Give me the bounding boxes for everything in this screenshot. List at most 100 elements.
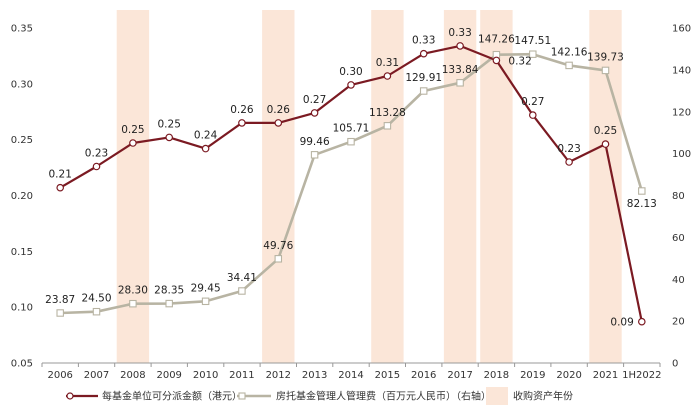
distribution-data-label: 0.25 (121, 124, 144, 136)
left-axis-tick: 0.35 (11, 24, 33, 35)
left-axis: 0.05 0.10 0.15 0.20 0.25 0.30 0.35 (11, 24, 33, 370)
x-axis-tick: 2008 (120, 370, 145, 381)
legend-distribution-marker (66, 392, 74, 400)
distribution-data-label: 0.23 (557, 143, 580, 155)
legend-highlight-swatch (486, 387, 508, 405)
x-axis-tick: 2016 (411, 370, 436, 381)
right-axis-tick: 40 (672, 275, 685, 286)
distribution-data-label: 0.30 (339, 66, 362, 78)
x-axis-tick: 2012 (266, 370, 291, 381)
fee-data-label: 28.30 (118, 285, 148, 297)
right-axis-tick: 80 (672, 191, 685, 202)
right-axis-tick: 20 (672, 317, 685, 328)
fee-data-label: 82.13 (627, 198, 657, 210)
fee-marker (165, 299, 173, 308)
x-axis-tick: 1H2022 (622, 370, 661, 381)
fee-data-label: 24.50 (81, 293, 111, 305)
legend-distribution-label: 每基金单位可分派金额（港元） (102, 390, 242, 403)
distribution-marker (310, 109, 319, 117)
x-axis-tick: 2014 (338, 370, 363, 381)
distribution-marker (165, 133, 174, 142)
distribution-marker (456, 42, 464, 50)
distribution-data-label: 0.31 (376, 57, 399, 69)
distribution-marker (129, 139, 137, 147)
legend-highlight-label: 收购资产年份 (513, 390, 573, 403)
distribution-marker (601, 140, 610, 148)
distribution-marker (492, 56, 501, 65)
fee-marker (92, 307, 101, 316)
highlight-bands (116, 10, 622, 363)
distribution-data-label: 0.24 (194, 130, 218, 142)
fee-marker (310, 151, 319, 159)
right-axis-tick: 60 (672, 233, 685, 244)
distribution-data-label: 0.09 (610, 317, 633, 329)
series-markers (56, 42, 646, 326)
distribution-data-label: 0.33 (412, 35, 435, 47)
x-axis-tick: 2015 (375, 370, 400, 381)
fee-data-label: 147.51 (514, 35, 551, 47)
distribution-data-label: 0.27 (303, 94, 326, 106)
highlight-band-2018 (480, 10, 513, 363)
fee-data-label: 142.16 (551, 46, 588, 58)
fee-data-label: 29.45 (191, 282, 221, 294)
left-axis-tick: 0.25 (11, 135, 33, 146)
distribution-data-label: 0.32 (508, 55, 531, 67)
distribution-marker (238, 119, 246, 127)
x-axis-tick: 2007 (84, 370, 109, 381)
fee-data-label: 139.73 (587, 51, 624, 63)
legend-fee-marker (238, 392, 246, 400)
legend-fee-label: 房托基金管理人管理费（百万元人民币）（右轴） (276, 390, 491, 403)
fee-data-label: 129.91 (405, 72, 442, 84)
x-axis-tick: 2021 (593, 370, 618, 381)
fee-marker (347, 137, 355, 146)
left-axis-tick: 0.05 (11, 359, 33, 370)
fee-data-label: 147.26 (478, 34, 515, 46)
highlight-band-2008 (116, 10, 150, 363)
left-axis-tick: 0.15 (11, 247, 33, 258)
distribution-data-label: 0.25 (594, 125, 617, 137)
distribution-marker (92, 162, 101, 171)
distribution-marker (56, 183, 65, 192)
fee-marker (638, 187, 646, 195)
distribution-marker (528, 111, 537, 119)
fee-data-label: 99.46 (300, 136, 330, 148)
right-axis-tick: 0 (672, 359, 678, 370)
x-axis: 2006 2007 2008 2009 2010 2011 2012 2013 2014 2015… (41, 363, 661, 381)
fee-data-label: 105.71 (333, 123, 370, 135)
highlight-band-2017 (443, 10, 477, 363)
fee-data-label: 133.84 (442, 64, 479, 76)
fee-marker (601, 66, 610, 75)
highlight-band-2012 (262, 10, 295, 363)
x-axis-tick: 2018 (484, 370, 509, 381)
distribution-marker (201, 144, 210, 153)
x-axis-tick: 2017 (447, 370, 472, 381)
x-axis-tick: 2020 (556, 370, 581, 381)
left-axis-tick: 0.30 (11, 79, 33, 90)
distribution-data-label: 0.27 (521, 96, 544, 108)
distribution-data-label: 0.33 (448, 27, 471, 39)
fee-marker (56, 309, 64, 317)
distribution-data-label: 0.25 (158, 118, 181, 130)
distribution-data-label: 0.26 (230, 104, 254, 116)
fee-marker (238, 287, 246, 295)
fee-marker (201, 297, 210, 306)
distribution-marker (274, 119, 283, 127)
distribution-marker (419, 49, 428, 58)
right-axis: 0 20 40 60 80 100 120 140 160 (672, 24, 691, 370)
distribution-data-label: 0.21 (49, 169, 72, 181)
x-axis-tick: 2010 (193, 370, 218, 381)
x-axis-tick: 2013 (302, 370, 327, 381)
fee-marker (456, 79, 464, 87)
distribution-marker (565, 158, 573, 166)
fee-data-label: 28.35 (154, 285, 184, 297)
x-axis-tick: 2019 (520, 370, 545, 381)
fee-marker (529, 50, 537, 58)
fee-marker (383, 122, 392, 130)
right-axis-tick: 100 (672, 149, 691, 160)
distribution-data-label: 0.26 (267, 104, 291, 116)
left-axis-tick: 0.20 (11, 191, 33, 202)
fee-data-label: 34.41 (227, 272, 257, 284)
x-axis-tick: 2011 (229, 370, 254, 381)
fee-data-label: 113.28 (369, 107, 406, 119)
